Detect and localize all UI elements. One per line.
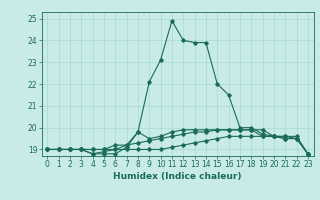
X-axis label: Humidex (Indice chaleur): Humidex (Indice chaleur): [113, 172, 242, 181]
